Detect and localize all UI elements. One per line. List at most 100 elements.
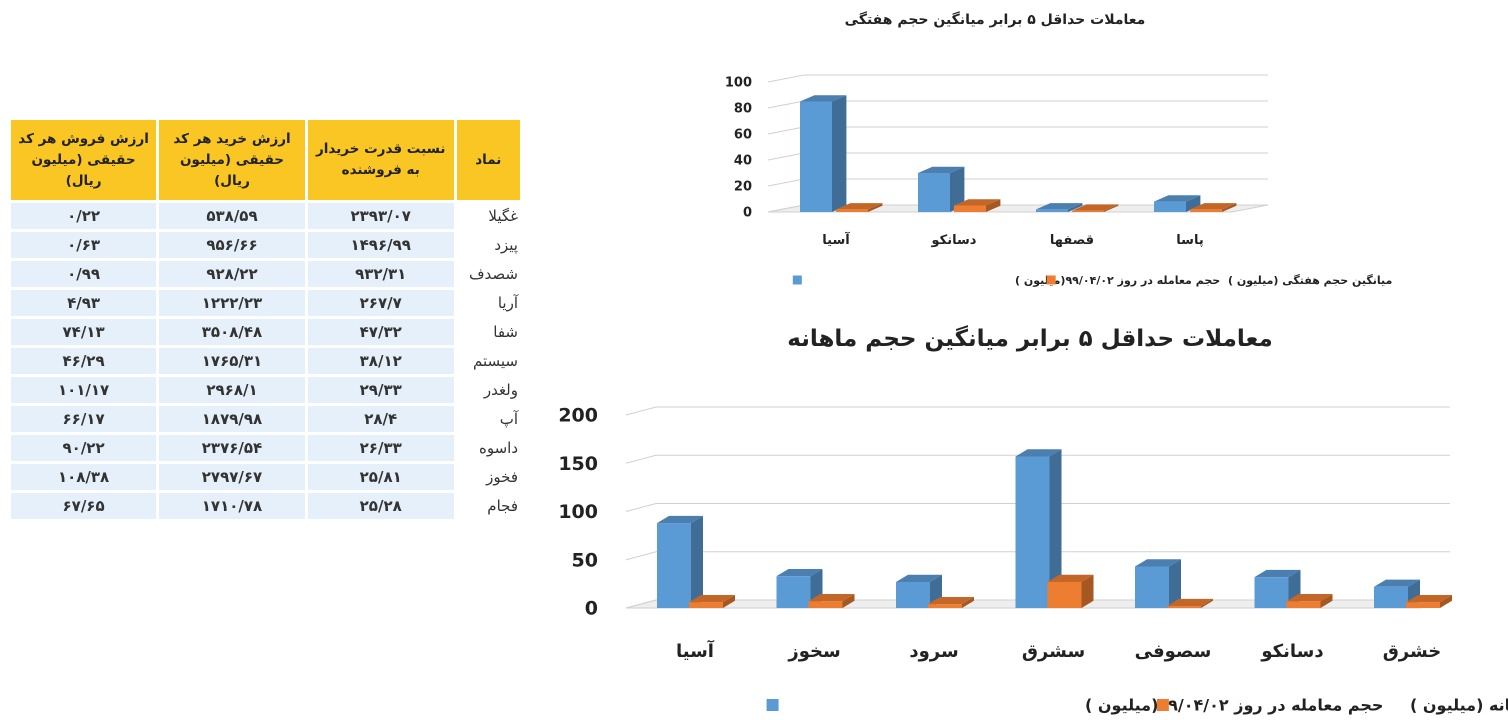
cell-buy-value: ۵۳۸/۵۹ xyxy=(159,203,305,229)
monthly-chart-title: معاملات حداقل ۵ برابر میانگین حجم ماهانه xyxy=(787,325,1272,352)
header-symbol: نماد xyxy=(456,120,520,200)
monthly-chart-legend-label: حجم معامله در روز ۹۹/۰۴/۰۲(میلیون ) xyxy=(1085,696,1383,715)
cell-sell-value: ۴۶/۲۹ xyxy=(11,348,157,374)
monthly-chart-category-label: سخوز xyxy=(787,641,840,662)
weekly-chart-bar-series2-top xyxy=(836,203,883,210)
monthly-chart-bar-series1-front xyxy=(1254,577,1289,608)
monthly-chart-bar-series2-front xyxy=(1047,581,1082,608)
monthly-chart-category-label: دسانکو xyxy=(1260,641,1323,662)
monthly-chart-bar-series2 xyxy=(1167,598,1213,608)
monthly-chart-bar-series1-top xyxy=(776,568,823,577)
monthly-chart-bar-series2-front xyxy=(1286,601,1321,608)
weekly-chart-bar-series1-front xyxy=(1036,209,1068,212)
monthly-chart-bar-series2-side xyxy=(1081,574,1094,608)
weekly-chart-bar-series2-front xyxy=(1190,209,1222,212)
cell-symbol: فخوز xyxy=(456,464,520,490)
weekly-chart-bar-series2-front xyxy=(836,209,868,212)
monthly-chart-category-label: خشرق xyxy=(1383,641,1442,662)
table-row: فخوز ۲۵/۸۱ ۲۷۹۷/۶۷ ۱۰۸/۳۸ xyxy=(11,464,520,490)
monthly-chart-gridline xyxy=(625,551,1450,561)
cell-buy-value: ۹۵۶/۶۶ xyxy=(159,232,305,258)
monthly-chart-bar-series1-side xyxy=(1169,559,1181,608)
monthly-chart-bar-series1-top xyxy=(1254,569,1301,578)
monthly-chart-bar-series1-front xyxy=(1135,566,1169,608)
table-row: داسوه ۲۶/۳۳ ۲۳۷۶/۵۴ ۹۰/۲۲ xyxy=(11,435,520,461)
cell-ratio: ۲۶۷/۷ xyxy=(307,290,454,316)
weekly-chart-bar-series2 xyxy=(836,203,883,212)
weekly-chart-bar-series1 xyxy=(800,95,847,212)
weekly-chart-ytick-label: 80 xyxy=(734,102,752,117)
cell-symbol: ولغدر xyxy=(456,377,520,403)
cell-ratio: ۹۳۲/۳۱ xyxy=(307,261,454,287)
cell-symbol: سیستم xyxy=(456,348,520,374)
weekly-chart-bar-series2-front xyxy=(1072,210,1104,212)
monthly-chart-bar-series2-top xyxy=(1047,574,1094,582)
weekly-chart-bar-series2-side xyxy=(986,199,1001,212)
monthly-chart-bar-series2-side xyxy=(842,594,855,608)
monthly-chart-ytick-label: 200 xyxy=(558,405,598,427)
cell-ratio: ۲۹/۳۳ xyxy=(307,377,454,403)
monthly-chart-bar-series2 xyxy=(928,596,974,608)
monthly-chart-bar-series2-front xyxy=(689,602,723,608)
cell-buy-value: ۲۳۷۶/۵۴ xyxy=(159,435,305,461)
monthly-chart-bar-series2-top xyxy=(689,595,735,603)
weekly-chart-bar-series1-side xyxy=(1186,195,1201,212)
monthly-chart-bar-series1 xyxy=(896,574,942,608)
weekly-chart-category-label: دسانکو xyxy=(931,233,977,248)
cell-ratio: ۲۸/۴ xyxy=(307,406,454,432)
cell-ratio: ۲۵/۲۸ xyxy=(307,493,454,519)
monthly-chart-bar-series2-side xyxy=(962,596,974,608)
weekly-chart-category-label: قصفها xyxy=(1050,233,1094,248)
cell-symbol: شفا xyxy=(456,319,520,345)
header-buy-value: ارزش خرید هر کد حقیقی (میلیون ریال) xyxy=(159,120,305,200)
weekly-chart-bar-series2 xyxy=(954,199,1001,212)
cell-buy-value: ۹۲۸/۲۲ xyxy=(159,261,305,287)
monthly-chart-bar-series1-side xyxy=(1049,449,1062,608)
monthly-chart-bar-series1-top xyxy=(1015,449,1062,457)
weekly-chart-bar-series2 xyxy=(1190,203,1237,212)
monthly-chart-bar-series1-front xyxy=(896,581,930,608)
table-row: غگیلا ۲۳۹۳/۰۷ ۵۳۸/۵۹ ۰/۲۲ xyxy=(11,203,520,229)
cell-ratio: ۱۴۹۶/۹۹ xyxy=(307,232,454,258)
weekly-chart-bar-series1-top xyxy=(918,166,965,173)
weekly-chart-category-label: پاسا xyxy=(1176,233,1203,248)
cell-symbol: شصدف xyxy=(456,261,520,287)
cell-ratio: ۲۳۹۳/۰۷ xyxy=(307,203,454,229)
monthly-chart-bar-series2-front xyxy=(1167,606,1201,608)
weekly-chart-bar-series1-front xyxy=(800,101,832,212)
weekly-chart-bar-series2 xyxy=(1072,204,1119,212)
monthly-chart-legend-label: میانگین حجم ماهانه (میلیون ) xyxy=(1410,696,1508,715)
weekly-chart-bar-series1-front xyxy=(1154,201,1186,212)
cell-symbol: غگیلا xyxy=(456,203,520,229)
cell-symbol: آریا xyxy=(456,290,520,316)
monthly-chart-legend-swatch xyxy=(766,699,779,711)
cell-sell-value: ۹۰/۲۲ xyxy=(11,435,157,461)
monthly-chart-bar-series2-top xyxy=(928,596,974,605)
monthly-chart-ytick-label: 50 xyxy=(572,549,598,571)
monthly-chart-bar-series2-top xyxy=(1286,594,1333,602)
cell-sell-value: ۴/۹۳ xyxy=(11,290,157,316)
weekly-chart-bar-series2-front xyxy=(954,205,986,212)
table-row: شصدف ۹۳۲/۳۱ ۹۲۸/۲۲ ۰/۹۹ xyxy=(11,261,520,287)
cell-symbol: فجام xyxy=(456,493,520,519)
weekly-chart-title: معاملات حداقل ۵ برابر میانگین حجم هفتگی xyxy=(845,11,1146,28)
cell-buy-value: ۲۷۹۷/۶۷ xyxy=(159,464,305,490)
weekly-chart-bar-series2-top xyxy=(1072,204,1119,211)
monthly-chart-bar-series1-top xyxy=(1374,579,1420,587)
monthly-chart-bar-series2-front xyxy=(808,601,843,608)
table-header-row: نماد نسبت قدرت خریدار به فروشنده ارزش خر… xyxy=(11,120,520,200)
cell-sell-value: ۱۰۸/۳۸ xyxy=(11,464,157,490)
monthly-chart-bar-series1 xyxy=(776,568,823,608)
monthly-chart-bar-series2-top xyxy=(1406,595,1452,603)
monthly-chart-bar-series1 xyxy=(1374,579,1420,608)
monthly-chart-gridline xyxy=(625,454,1450,464)
monthly-chart-bar-series1-top xyxy=(1135,559,1181,567)
cell-sell-value: ۶۷/۶۵ xyxy=(11,493,157,519)
weekly-chart-gridline xyxy=(767,74,1268,83)
table-row: ولغدر ۲۹/۳۳ ۲۹۶۸/۱ ۱۰۱/۱۷ xyxy=(11,377,520,403)
weekly-chart-legend-swatch xyxy=(792,275,802,285)
table-row: سیستم ۳۸/۱۲ ۱۷۶۵/۳۱ ۴۶/۲۹ xyxy=(11,348,520,374)
monthly-chart-bar-series1 xyxy=(1135,559,1181,608)
weekly-chart-ytick-label: 0 xyxy=(743,206,752,221)
